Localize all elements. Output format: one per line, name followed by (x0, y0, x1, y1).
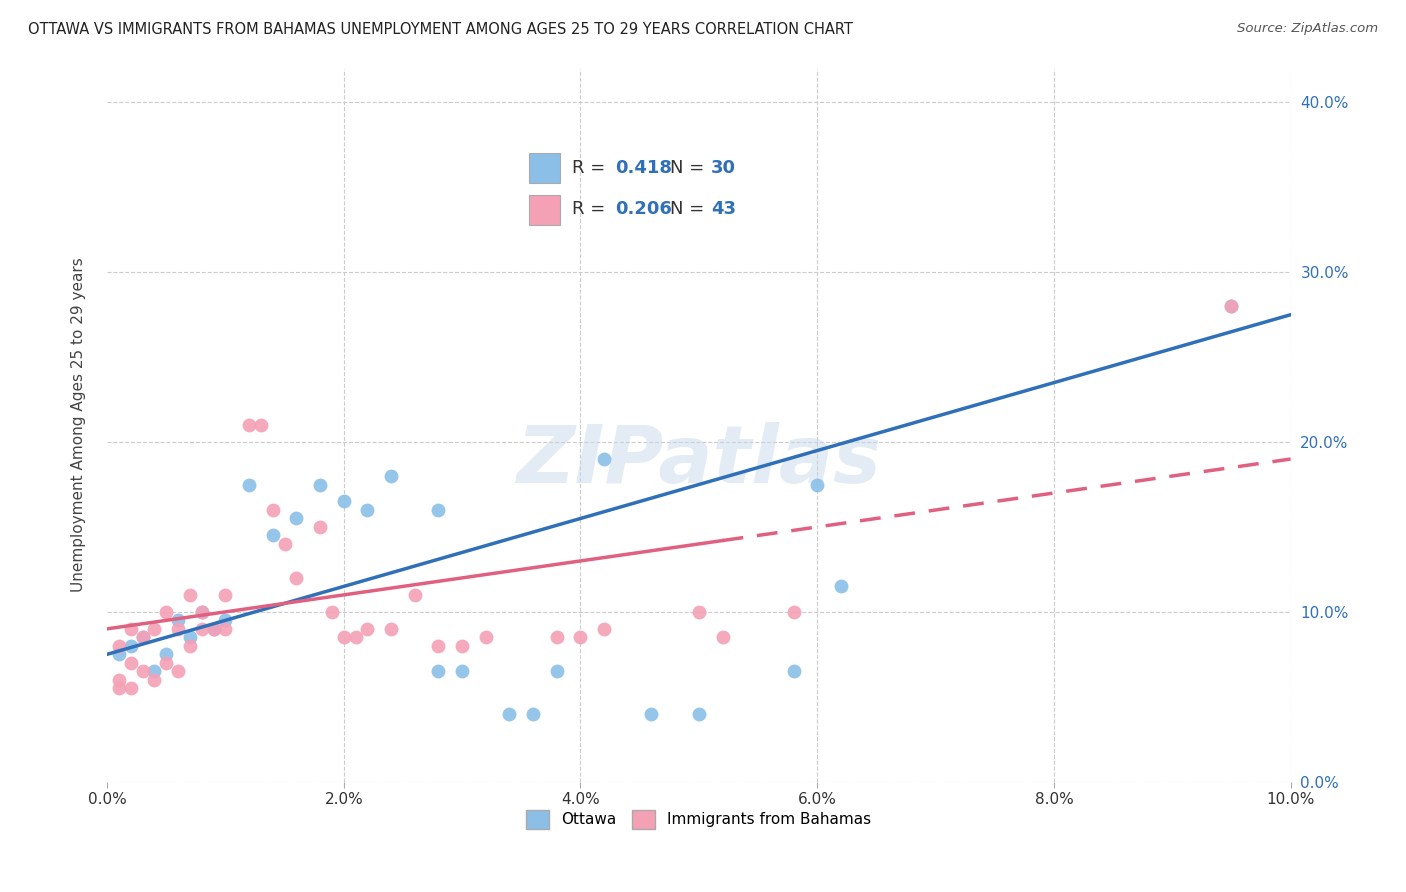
Point (143, 665, 166, 679)
Point (404, 588, 426, 602)
Point (179, 639, 201, 653)
Point (380, 622, 402, 636)
Point (131, 630, 153, 644)
Point (1220, 299, 1243, 313)
Point (806, 477, 828, 491)
Point (167, 665, 190, 679)
Point (108, 681, 131, 696)
Text: 0.418: 0.418 (614, 159, 672, 177)
Point (569, 630, 592, 644)
Text: R =: R = (572, 159, 610, 177)
Point (108, 639, 131, 653)
Point (451, 639, 474, 653)
Point (273, 537, 295, 551)
FancyBboxPatch shape (529, 153, 560, 183)
Point (214, 622, 236, 636)
Text: ZIPatlas: ZIPatlas (516, 422, 882, 500)
Point (309, 520, 332, 534)
Point (202, 622, 225, 636)
Point (108, 673, 131, 687)
Text: R =: R = (572, 200, 610, 219)
Point (309, 477, 332, 491)
Point (179, 630, 201, 644)
Point (356, 503, 378, 517)
Point (108, 648, 131, 662)
Point (688, 605, 710, 619)
Point (427, 665, 450, 679)
Point (321, 605, 343, 619)
Point (155, 605, 177, 619)
Point (380, 469, 402, 483)
Point (782, 605, 804, 619)
Point (155, 648, 177, 662)
Point (640, 706, 662, 721)
Text: N =: N = (671, 159, 710, 177)
Point (1220, 299, 1243, 313)
Point (167, 613, 190, 627)
Legend: Ottawa, Immigrants from Bahamas: Ottawa, Immigrants from Bahamas (520, 804, 877, 835)
Point (522, 706, 544, 721)
Text: 30: 30 (711, 159, 735, 177)
Point (475, 630, 498, 644)
Point (262, 503, 284, 517)
Point (190, 622, 212, 636)
Point (344, 630, 367, 644)
Point (262, 528, 284, 542)
Point (238, 418, 260, 433)
Point (120, 622, 142, 636)
Point (131, 665, 153, 679)
Point (167, 622, 190, 636)
Text: 43: 43 (711, 200, 735, 219)
Point (120, 681, 142, 696)
Point (711, 630, 734, 644)
Text: OTTAWA VS IMMIGRANTS FROM BAHAMAS UNEMPLOYMENT AMONG AGES 25 TO 29 YEARS CORRELA: OTTAWA VS IMMIGRANTS FROM BAHAMAS UNEMPL… (28, 22, 853, 37)
Point (546, 630, 568, 644)
Point (451, 665, 474, 679)
Point (782, 665, 804, 679)
Point (285, 571, 308, 585)
Point (179, 588, 201, 602)
Point (333, 630, 356, 644)
Point (285, 511, 308, 525)
Point (155, 656, 177, 670)
Point (498, 706, 520, 721)
Point (250, 418, 273, 433)
Point (214, 588, 236, 602)
Point (546, 665, 568, 679)
Point (427, 503, 450, 517)
Text: N =: N = (671, 200, 710, 219)
Point (593, 622, 616, 636)
FancyBboxPatch shape (529, 194, 560, 225)
Point (593, 452, 616, 467)
Point (190, 605, 212, 619)
Point (120, 656, 142, 670)
Point (214, 613, 236, 627)
Point (202, 622, 225, 636)
Point (238, 477, 260, 491)
Text: Source: ZipAtlas.com: Source: ZipAtlas.com (1237, 22, 1378, 36)
Point (333, 494, 356, 508)
Point (143, 673, 166, 687)
Point (356, 622, 378, 636)
Point (131, 630, 153, 644)
Point (427, 639, 450, 653)
Text: 0.206: 0.206 (614, 200, 672, 219)
Point (688, 706, 710, 721)
Point (830, 579, 852, 593)
Point (143, 622, 166, 636)
Point (190, 605, 212, 619)
Point (120, 639, 142, 653)
Y-axis label: Unemployment Among Ages 25 to 29 years: Unemployment Among Ages 25 to 29 years (72, 258, 86, 592)
